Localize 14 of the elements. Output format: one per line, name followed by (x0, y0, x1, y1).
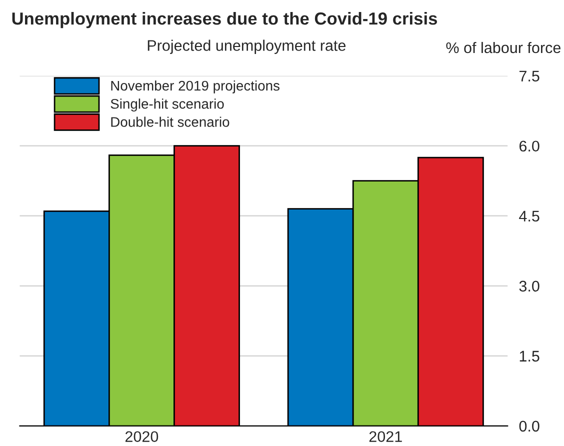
legend-label: November 2019 projections (111, 80, 280, 94)
chart-title: Unemployment increases due to the Covid-19 crisis (12, 12, 438, 28)
y-tick-label: 3.0 (519, 280, 540, 292)
chart-subtitle: Projected unemployment rate (148, 40, 346, 54)
legend-label: Double-hit scenario (111, 116, 230, 127)
y-axis-title: % of labour force (446, 42, 561, 54)
x-tick-label: 2021 (369, 431, 402, 442)
y-tick-label: 6.0 (519, 140, 540, 152)
x-tick-label: 2020 (125, 431, 158, 442)
y-tick-label: 7.5 (519, 70, 540, 82)
y-tick-label: 1.5 (520, 350, 540, 362)
y-tick-label: 0.0 (519, 420, 540, 432)
y-tick-label: 4.5 (519, 210, 540, 222)
legend-label: Single-hit scenario (110, 98, 224, 112)
